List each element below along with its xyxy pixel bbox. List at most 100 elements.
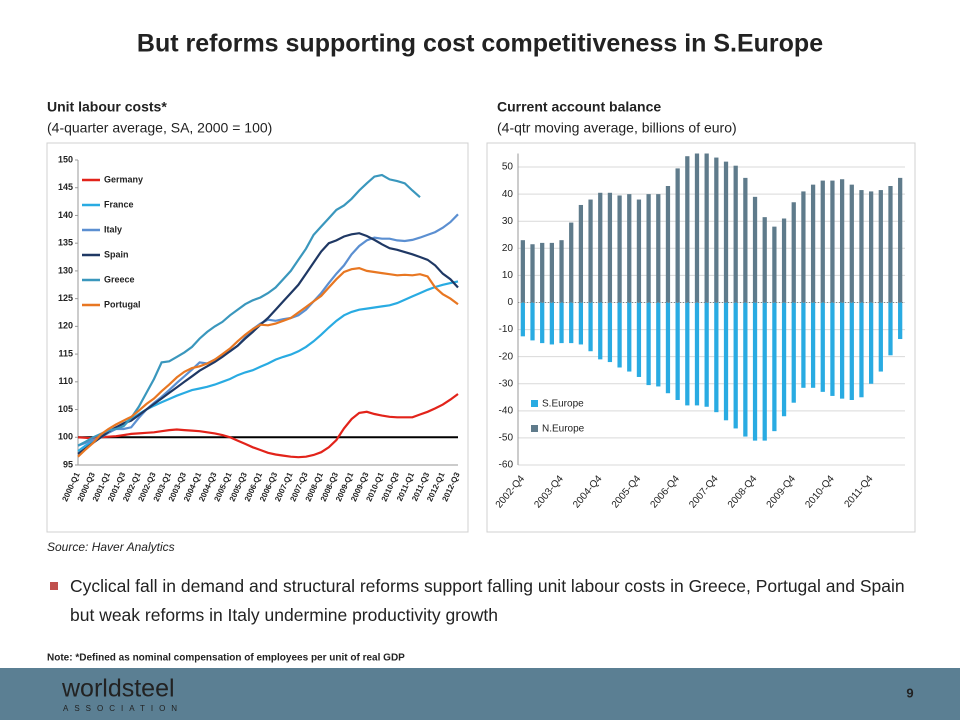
y-tick-label: 95	[63, 459, 73, 469]
bar	[598, 192, 603, 303]
series-line	[77, 393, 459, 459]
bar	[869, 191, 874, 303]
bar	[810, 184, 816, 303]
legend-label: Germany	[104, 174, 143, 184]
bar	[878, 190, 883, 303]
y-tick-label: -50	[499, 433, 514, 444]
y-tick-label: 110	[58, 376, 73, 386]
bar	[636, 302, 642, 377]
bar	[733, 302, 738, 429]
source: Source: Haver Analytics	[47, 540, 175, 554]
bar	[549, 242, 554, 303]
y-tick-label: 20	[502, 243, 514, 254]
bar	[540, 242, 545, 303]
bar	[781, 218, 787, 303]
bar	[801, 191, 806, 303]
bullet-text: Cyclical fall in demand and structural r…	[70, 576, 905, 625]
y-tick-label: 100	[58, 432, 73, 442]
bar	[617, 302, 622, 368]
bar	[675, 302, 680, 400]
bar	[530, 244, 535, 303]
bar	[704, 153, 709, 303]
bar	[665, 302, 671, 394]
bar	[714, 157, 719, 303]
bar	[530, 302, 535, 341]
bar	[723, 302, 729, 421]
bar	[830, 180, 835, 303]
bar	[627, 302, 632, 372]
logo-sub: ASSOCIATION	[63, 704, 183, 713]
bar	[694, 302, 700, 406]
bar	[743, 177, 748, 303]
bar	[636, 199, 642, 303]
y-tick-label: 125	[58, 293, 73, 303]
series-line	[77, 213, 459, 447]
slide-title: But reforms supporting cost competitiven…	[137, 30, 823, 58]
legend-label: N.Europe	[542, 424, 585, 435]
bar	[869, 302, 874, 384]
note: Note: *Defined as nominal compensation o…	[47, 653, 405, 664]
bar	[898, 302, 903, 340]
legend-label: Spain	[104, 249, 129, 259]
bar	[646, 194, 651, 303]
footer-bar	[0, 668, 960, 720]
y-tick-label: 40	[502, 189, 514, 200]
page-number: 9	[906, 685, 913, 700]
y-tick-label: 140	[58, 210, 73, 220]
bar	[520, 302, 525, 337]
legend-label: S.Europe	[542, 399, 584, 410]
bar	[781, 302, 787, 417]
bar	[888, 302, 893, 356]
chart-title: Unit labour costs*	[47, 99, 167, 115]
bar	[839, 179, 845, 303]
bar	[820, 180, 825, 303]
bar	[685, 302, 690, 406]
bar	[627, 194, 632, 303]
legend-swatch	[531, 425, 538, 432]
legend-label: Portugal	[104, 299, 141, 309]
bar	[598, 302, 603, 360]
bar	[520, 240, 525, 303]
bar	[743, 302, 748, 437]
bar	[772, 302, 777, 432]
bar	[607, 192, 613, 303]
bar	[714, 302, 719, 413]
legend-swatch	[531, 400, 538, 407]
y-tick-label: 10	[502, 270, 514, 281]
bar	[588, 302, 593, 352]
y-tick-label: 105	[58, 404, 73, 414]
y-tick-label: 50	[502, 162, 514, 173]
bar	[665, 186, 671, 303]
bar	[733, 165, 738, 303]
y-tick-label: -10	[499, 324, 514, 335]
bar	[694, 153, 700, 303]
left-panel	[46, 142, 469, 533]
bar	[607, 302, 613, 363]
logo: worldsteel	[61, 675, 175, 703]
bar	[540, 302, 545, 344]
bar	[569, 222, 574, 303]
bar	[762, 217, 767, 303]
chart-subtitle: (4-quarter average, SA, 2000 = 100)	[47, 120, 272, 136]
bar	[549, 302, 554, 345]
y-tick-label: -40	[499, 405, 514, 416]
bar	[859, 190, 864, 303]
bar	[859, 302, 864, 398]
bar	[578, 204, 584, 303]
y-tick-label: 150	[58, 154, 73, 164]
bar	[656, 302, 661, 387]
bar	[810, 302, 816, 388]
bullet-marker	[50, 582, 58, 590]
bar	[752, 302, 758, 441]
bar	[685, 156, 690, 303]
y-tick-label: 130	[58, 265, 73, 275]
y-tick-label: 30	[502, 216, 514, 227]
series-line	[77, 266, 459, 458]
legend-label: Italy	[104, 224, 122, 234]
bar	[801, 302, 806, 388]
bar	[830, 302, 835, 396]
bar	[772, 226, 777, 303]
series-line	[77, 232, 459, 455]
